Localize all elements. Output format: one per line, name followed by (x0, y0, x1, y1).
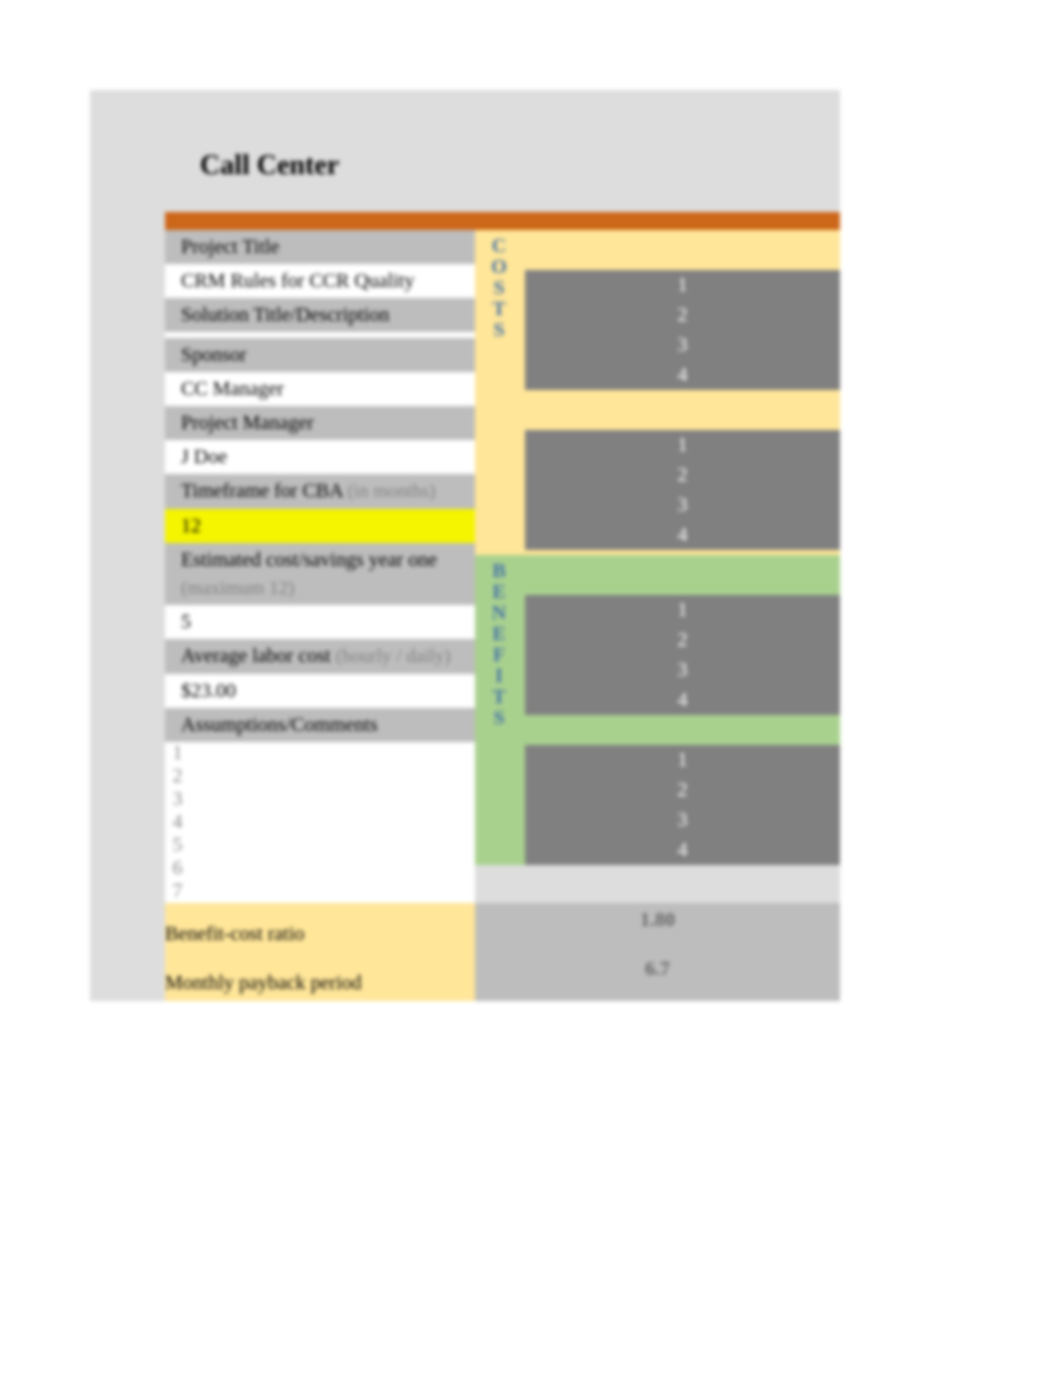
results-section: Benefit-cost ratio 1.80 Monthly payback … (165, 903, 840, 1001)
benefits-vertical-label: BENEFITS (489, 561, 509, 729)
benefits-section: BENEFITS 1 2 3 4 1 2 3 4 (475, 555, 840, 865)
assumptions-label: Assumptions/Comments (165, 708, 475, 742)
costs-vertical-label: COSTS (489, 236, 509, 341)
labor-label: Average labor cost (hourly / daily) (165, 639, 475, 674)
costs-section: COSTS 1 2 3 4 1 2 3 4 (475, 230, 840, 555)
list-item[interactable]: 4 (525, 520, 840, 550)
assumption-num: 7 (165, 880, 190, 903)
payback-label: Monthly payback period (165, 952, 475, 1001)
labor-hint: (hourly / daily) (336, 646, 451, 667)
list-item[interactable]: 4 (525, 360, 840, 390)
worksheet-container: Call Center Project Title CRM Rules for … (90, 90, 840, 1001)
list-item[interactable]: 2 (525, 775, 840, 805)
project-title-label: Project Title (165, 230, 475, 264)
assumption-row[interactable]: 7 (165, 880, 475, 903)
list-item[interactable]: 3 (525, 805, 840, 835)
right-column: COSTS 1 2 3 4 1 2 3 4 BE (475, 230, 840, 903)
estimated-hint: (maximum 12) (181, 578, 294, 599)
labor-value[interactable]: $23.00 (165, 674, 475, 708)
timeframe-value[interactable]: 12 (165, 509, 475, 543)
list-item[interactable]: 3 (525, 490, 840, 520)
payback-value: 6.7 (475, 952, 840, 1001)
list-item[interactable]: 2 (525, 625, 840, 655)
list-item[interactable]: 3 (525, 330, 840, 360)
main-grid: Project Title CRM Rules for CCR Quality … (165, 230, 840, 903)
list-item[interactable]: 2 (525, 300, 840, 330)
pm-label: Project Manager (165, 406, 475, 440)
assumption-num: 2 (165, 765, 190, 788)
solution-label: Solution Title/Description (165, 298, 475, 332)
list-item[interactable]: 1 (525, 745, 840, 775)
assumption-row[interactable]: 5 (165, 834, 475, 857)
benefits-list-1: 1 2 3 4 (525, 595, 840, 715)
list-item[interactable]: 4 (525, 685, 840, 715)
assumption-row[interactable]: 2 (165, 765, 475, 788)
list-item[interactable]: 3 (525, 655, 840, 685)
assumption-num: 6 (165, 857, 190, 880)
labor-label-text: Average labor cost (181, 645, 336, 667)
assumption-num: 3 (165, 788, 190, 811)
pm-value[interactable]: J Doe (165, 440, 475, 474)
assumption-num: 4 (165, 811, 190, 834)
list-item[interactable]: 1 (525, 595, 840, 625)
left-column: Project Title CRM Rules for CCR Quality … (165, 230, 475, 903)
estimated-label: Estimated cost/savings year one (maximum… (165, 543, 475, 606)
assumption-row[interactable]: 3 (165, 788, 475, 811)
result-row-bcr: Benefit-cost ratio 1.80 (165, 903, 840, 952)
estimated-value[interactable]: 5 (165, 605, 475, 639)
list-item[interactable]: 2 (525, 460, 840, 490)
assumption-num: 1 (165, 742, 190, 765)
bcr-label: Benefit-cost ratio (165, 903, 475, 952)
assumptions-list: 1 2 3 4 5 6 7 (165, 742, 475, 903)
list-item[interactable]: 1 (525, 430, 840, 460)
list-item[interactable]: 4 (525, 835, 840, 865)
assumption-row[interactable]: 6 (165, 857, 475, 880)
bcr-value: 1.80 (475, 903, 840, 952)
assumption-row[interactable]: 1 (165, 742, 475, 765)
timeframe-label: Timeframe for CBA (in months) (165, 474, 475, 509)
assumption-row[interactable]: 4 (165, 811, 475, 834)
assumption-num: 5 (165, 834, 190, 857)
costs-list-2: 1 2 3 4 (525, 430, 840, 550)
sponsor-value[interactable]: CC Manager (165, 372, 475, 406)
costs-list-1: 1 2 3 4 (525, 270, 840, 390)
project-title-value[interactable]: CRM Rules for CCR Quality (165, 264, 475, 298)
timeframe-hint: (in months) (347, 481, 435, 502)
page-title: Call Center (90, 90, 840, 212)
divider-bar (165, 212, 840, 230)
benefits-list-2: 1 2 3 4 (525, 745, 840, 865)
sponsor-label: Sponsor (165, 338, 475, 372)
estimated-label-text: Estimated cost/savings year one (181, 549, 437, 571)
list-item[interactable]: 1 (525, 270, 840, 300)
timeframe-label-text: Timeframe for CBA (181, 480, 347, 502)
result-row-payback: Monthly payback period 6.7 (165, 952, 840, 1001)
